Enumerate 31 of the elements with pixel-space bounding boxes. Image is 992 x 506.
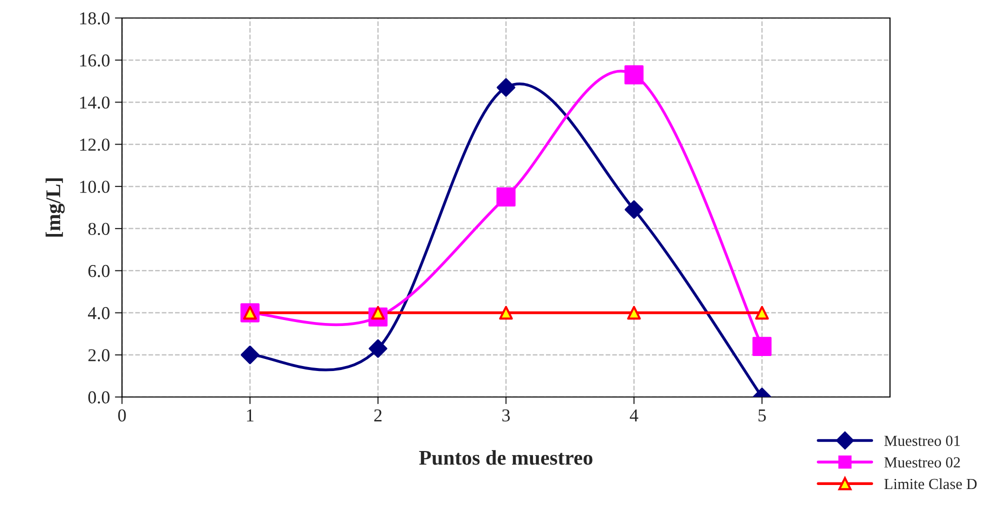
y-tick-label: 4.0 — [88, 307, 110, 320]
y-tick-label: 10.0 — [80, 180, 110, 193]
point — [499, 306, 513, 320]
legend-label: Muestreo 01 — [884, 436, 960, 446]
y-tick-label: 16.0 — [80, 54, 110, 67]
point — [624, 200, 644, 219]
y-tick-label: 8.0 — [88, 222, 110, 236]
x-tick-label: 3 — [502, 409, 510, 422]
x-tick-label: 5 — [758, 410, 766, 422]
y-tick-label: 12.0 — [80, 138, 110, 151]
y-tick-label: 18.0 — [80, 12, 110, 25]
y-tick-label: 0.0 — [88, 391, 110, 404]
x-tick-label: 4 — [630, 409, 638, 422]
point — [496, 187, 516, 207]
point — [627, 306, 641, 320]
x-tick-label: 2 — [374, 409, 382, 422]
y-tick-label: 14.0 — [80, 96, 110, 109]
point — [755, 306, 769, 320]
point — [240, 346, 260, 364]
legend-label: Muestreo 02 — [884, 457, 960, 468]
x-tick-label: 0 — [118, 409, 126, 422]
point — [752, 336, 772, 356]
x-tick-label: 1 — [247, 409, 254, 422]
y-tick-label: 6.0 — [88, 264, 110, 278]
point — [624, 65, 644, 84]
point — [496, 78, 516, 97]
point — [368, 339, 388, 358]
y-tick-label: 2.0 — [88, 349, 110, 362]
y-axis-title: [mg/L] — [46, 178, 65, 237]
x-axis-title: Puntos de muestreo — [419, 450, 592, 465]
legend-label: Limite Clase D — [884, 478, 977, 490]
